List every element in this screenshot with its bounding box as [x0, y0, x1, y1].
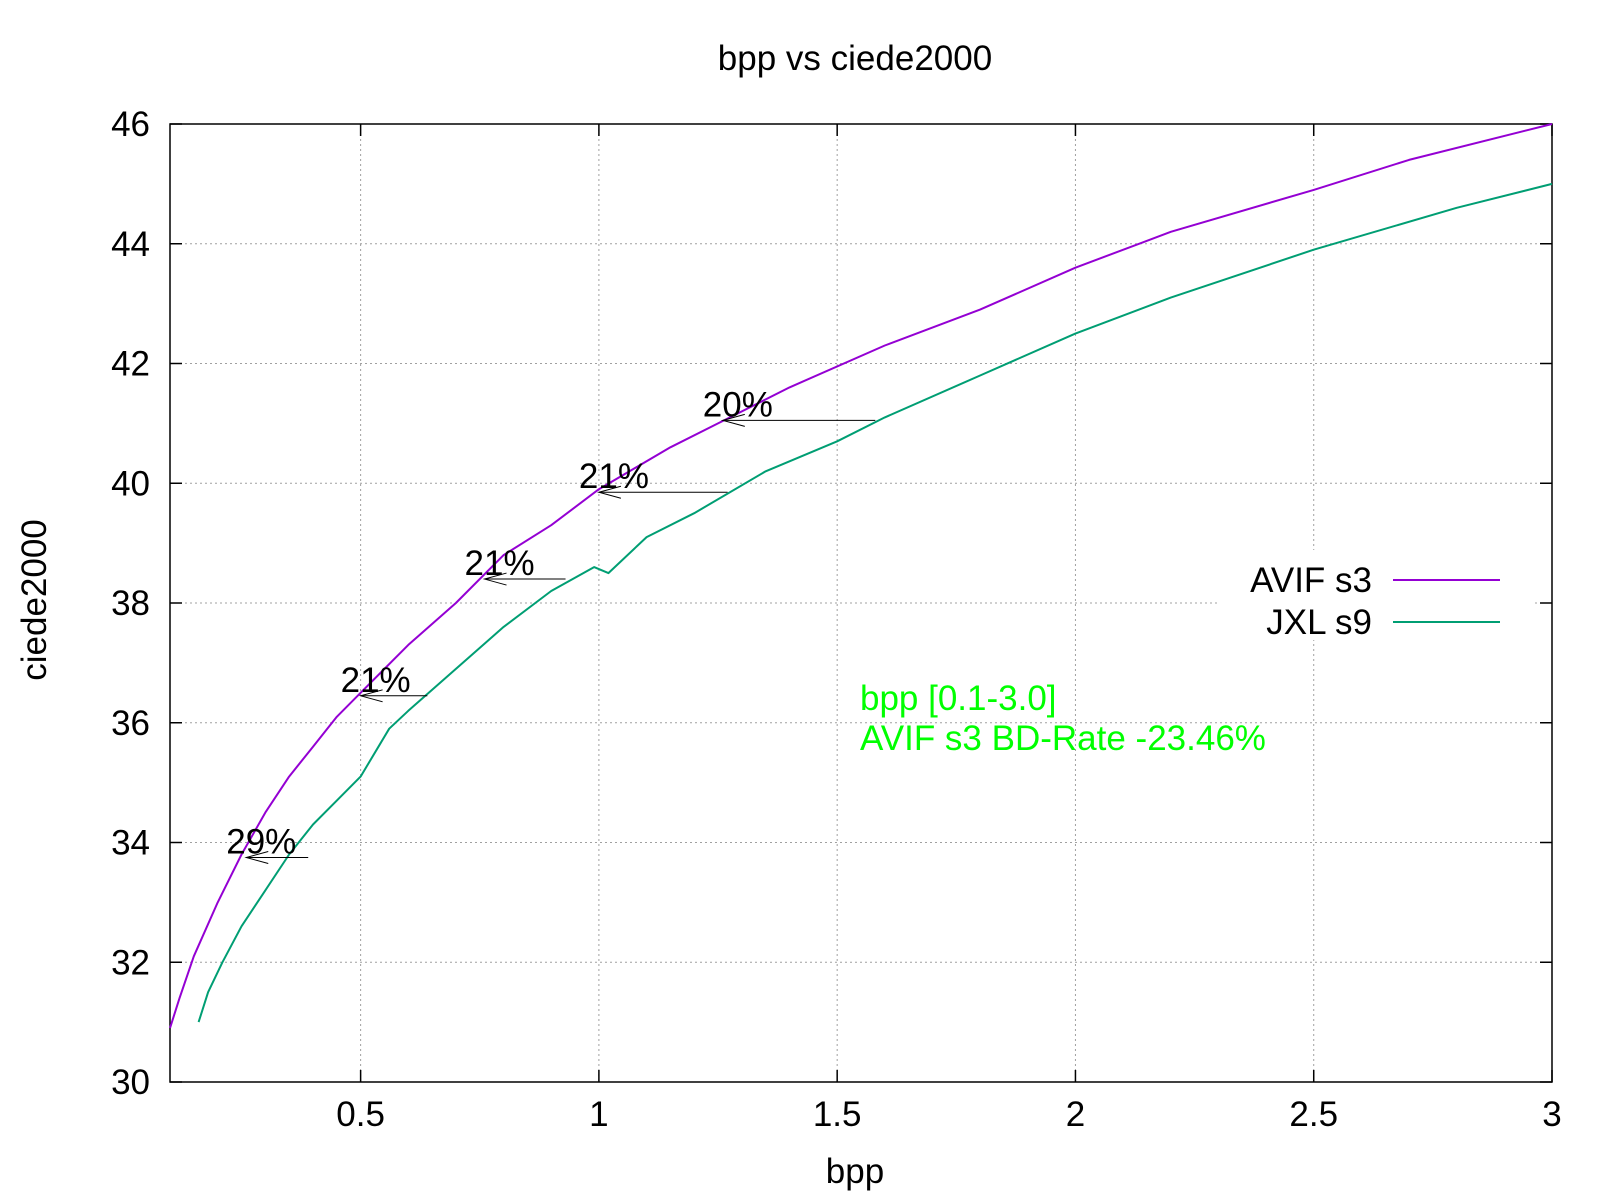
series-lines	[169, 123, 1553, 1029]
y-axis-label: ciede2000	[15, 519, 54, 681]
x-tick-label: 2.5	[1289, 1095, 1338, 1134]
annotation-arrowhead	[244, 850, 269, 864]
y-tick-label: 30	[111, 1063, 150, 1102]
annotation-arrowhead	[596, 485, 622, 499]
x-axis-label: bpp	[826, 1152, 884, 1191]
y-tick-label: 34	[111, 824, 150, 863]
x-tick-label: 1	[589, 1095, 608, 1134]
y-tick-label: 38	[111, 584, 150, 623]
grid	[170, 124, 1552, 1082]
annotation-label: 21%	[465, 544, 535, 583]
annotation-label: 21%	[579, 457, 649, 496]
ticks: 30 32 34 36 38 40 42 44 46 0.5 1 1.5 2 2.5 3	[111, 105, 1562, 1134]
chart-title: bpp vs ciede2000	[718, 39, 992, 78]
x-tick-label: 1.5	[813, 1095, 862, 1134]
legend: AVIF s3 JXL s9	[1218, 550, 1532, 642]
y-tick-label: 36	[111, 704, 150, 743]
bd-rate-range-text: bpp [0.1-3.0]	[860, 679, 1057, 718]
series-line-avif	[169, 123, 1553, 1029]
y-tick-label: 32	[111, 943, 150, 982]
annotation-label: 20%	[703, 385, 773, 424]
y-tick-label: 40	[111, 464, 150, 503]
annotations: 29% 21% 21% 21% 20%	[226, 385, 876, 864]
annotation-label: 29%	[226, 822, 296, 861]
annotation-arrowhead	[482, 572, 507, 586]
y-tick-label: 44	[111, 225, 150, 264]
y-tick-label: 46	[111, 105, 150, 144]
y-tick-label: 42	[111, 345, 150, 384]
bd-rate-value-text: AVIF s3 BD-Rate -23.46%	[860, 719, 1266, 758]
x-tick-label: 2	[1066, 1095, 1085, 1134]
x-tick-label: 0.5	[336, 1095, 385, 1134]
annotation-arrowhead	[358, 689, 383, 703]
series-line-jxl	[197, 182, 1553, 1023]
annotation-arrowhead	[720, 413, 745, 427]
legend-label-avif: AVIF s3	[1250, 561, 1372, 600]
legend-label-jxl: JXL s9	[1266, 603, 1372, 642]
x-tick-label: 3	[1542, 1095, 1561, 1134]
annotation-label: 21%	[341, 661, 411, 700]
bd-rate-info: bpp [0.1-3.0] AVIF s3 BD-Rate -23.46%	[860, 679, 1266, 758]
